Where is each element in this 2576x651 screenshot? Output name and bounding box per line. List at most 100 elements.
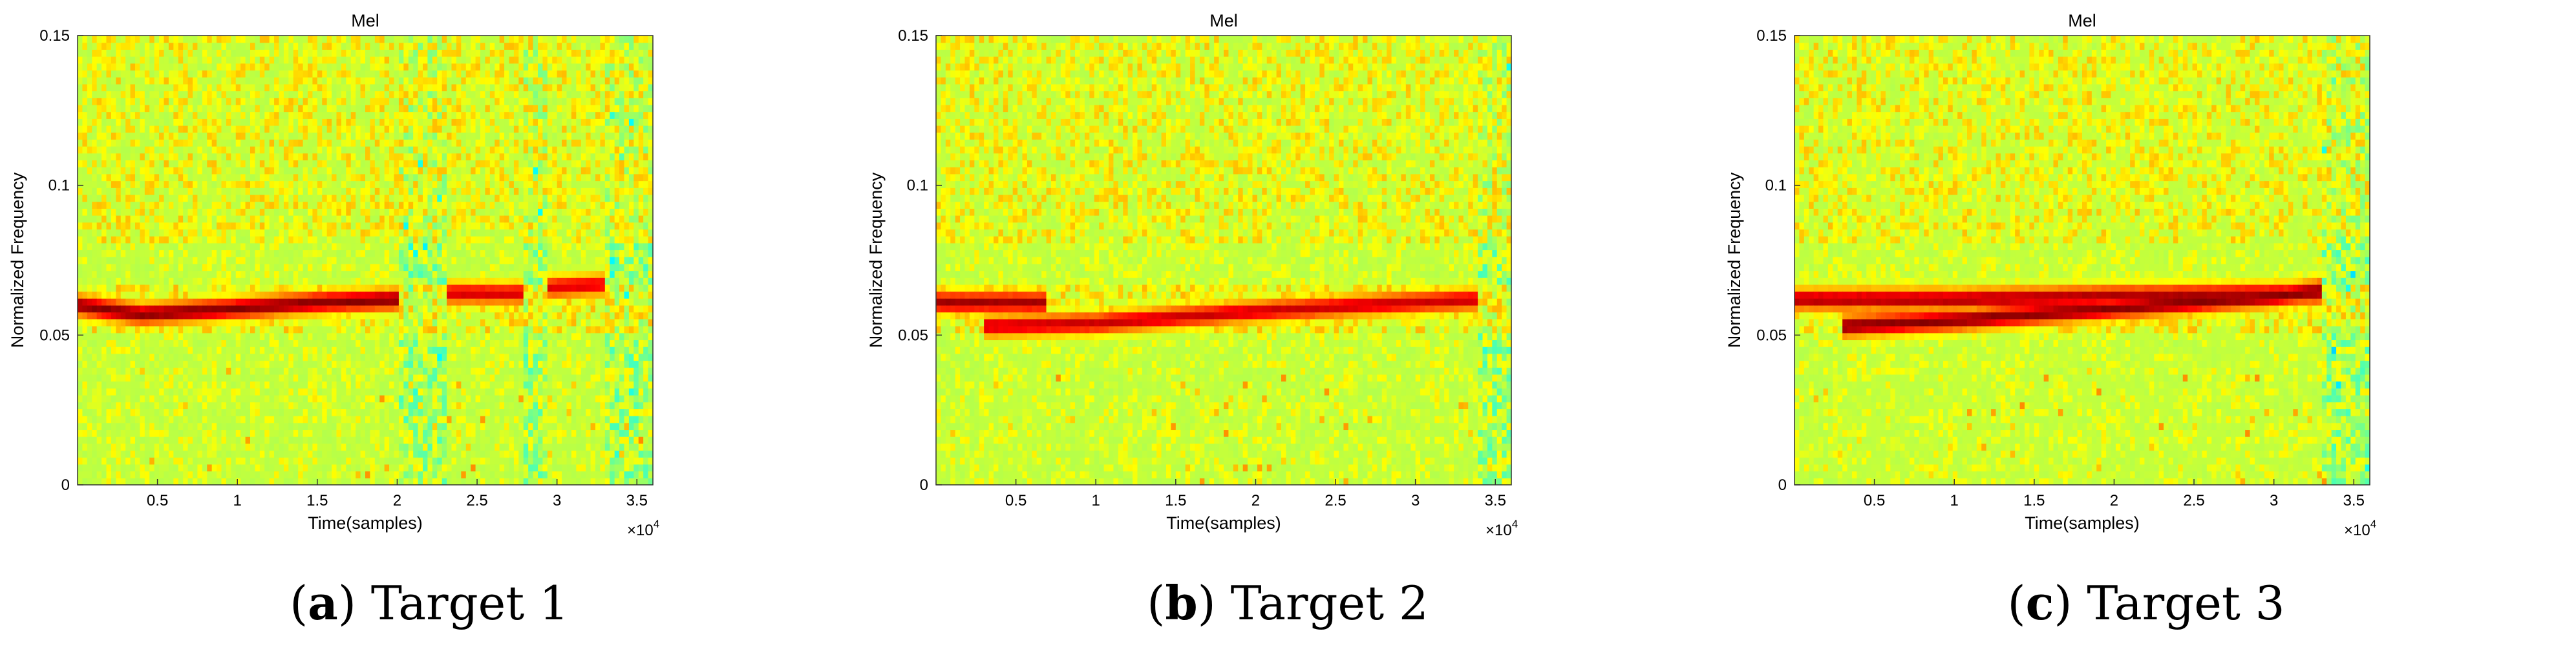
heatmap-cell — [389, 401, 395, 409]
heatmap-cell — [264, 63, 270, 71]
heatmap-cell — [135, 381, 141, 389]
heatmap-cell — [442, 312, 447, 319]
heatmap-cell — [288, 91, 294, 98]
heatmap-cell — [346, 457, 352, 465]
heatmap-cell — [111, 422, 116, 431]
heatmap-cell — [235, 388, 241, 396]
heatmap-cell — [360, 222, 366, 229]
heatmap-cell — [394, 222, 399, 229]
heatmap-cell — [350, 326, 356, 334]
heatmap-cell — [317, 257, 323, 264]
heatmap-cell — [398, 457, 404, 465]
heatmap-cell — [164, 173, 169, 182]
heatmap-cell — [350, 416, 356, 423]
heatmap-cell — [408, 229, 414, 237]
heatmap-cell — [111, 63, 116, 71]
heatmap-cell — [389, 381, 395, 389]
heatmap-cell — [135, 374, 141, 382]
heatmap-cell — [211, 91, 217, 98]
heatmap-cell — [211, 242, 217, 251]
heatmap-cell — [423, 284, 429, 292]
heatmap-cell — [82, 291, 88, 299]
heatmap-cell — [403, 167, 409, 175]
heatmap-cell — [269, 305, 275, 313]
heatmap-cell — [211, 42, 217, 50]
heatmap-cell — [164, 409, 169, 416]
heatmap-cell — [308, 173, 314, 182]
heatmap-cell — [231, 270, 237, 278]
heatmap-cell — [193, 208, 198, 216]
heatmap-cell — [432, 56, 438, 64]
heatmap-cell — [245, 422, 251, 431]
heatmap-cell — [259, 125, 265, 133]
heatmap-cell — [164, 305, 169, 313]
heatmap-cell — [231, 42, 237, 50]
heatmap-cell — [365, 416, 371, 423]
heatmap-cell — [211, 395, 217, 403]
heatmap-cell — [178, 229, 184, 237]
heatmap-cell — [322, 125, 328, 133]
heatmap-cell — [140, 360, 145, 368]
heatmap-cell — [235, 284, 241, 292]
heatmap-cell — [332, 111, 337, 119]
heatmap-cell — [303, 132, 308, 140]
heatmap-cell — [92, 111, 98, 119]
heatmap-cell — [370, 291, 376, 299]
heatmap-cell — [116, 125, 122, 133]
heatmap-cell — [221, 270, 227, 278]
heatmap-cell — [336, 153, 342, 161]
heatmap-cell — [437, 312, 443, 319]
heatmap-cell — [283, 56, 289, 64]
heatmap-cell — [187, 312, 193, 319]
heatmap-cell — [211, 208, 217, 216]
heatmap-cell — [111, 332, 116, 341]
heatmap-cell — [350, 77, 356, 85]
heatmap-cell — [389, 91, 395, 98]
heatmap-cell — [187, 208, 193, 216]
heatmap-cell — [356, 70, 361, 78]
heatmap-cell — [379, 146, 385, 154]
heatmap-cell — [427, 353, 433, 361]
heatmap-cell — [173, 132, 179, 140]
heatmap-cell — [365, 478, 371, 486]
heatmap-cell — [178, 464, 184, 472]
heatmap-cell — [183, 167, 189, 175]
heatmap-cell — [101, 277, 107, 285]
heatmap-cell — [221, 422, 227, 431]
heatmap-cell — [264, 360, 270, 368]
heatmap-cell — [413, 201, 419, 209]
heatmap-cell — [336, 118, 342, 126]
heatmap-cell — [432, 450, 438, 458]
heatmap-cell — [308, 353, 314, 361]
heatmap-cell — [346, 201, 352, 209]
heatmap-cell — [116, 395, 122, 403]
heatmap-cell — [173, 395, 179, 403]
heatmap-cell — [135, 277, 141, 285]
heatmap-cell — [288, 436, 294, 444]
heatmap-cell — [92, 409, 98, 416]
heatmap-cell — [413, 422, 419, 431]
heatmap-cell — [308, 42, 314, 50]
heatmap-cell — [288, 319, 294, 326]
heatmap-cell — [235, 153, 241, 161]
heatmap-cell — [130, 229, 136, 237]
heatmap-cell — [193, 242, 198, 251]
heatmap-cell — [82, 374, 88, 382]
heatmap-cell — [87, 422, 92, 431]
heatmap-cell — [259, 63, 265, 71]
heatmap-cell — [288, 409, 294, 416]
heatmap-cell — [168, 319, 174, 326]
heatmap-cell — [164, 319, 169, 326]
heatmap-cell — [217, 339, 222, 347]
heatmap-cell — [332, 339, 337, 347]
heatmap-cell — [78, 416, 83, 423]
heatmap-cell — [341, 436, 346, 444]
heatmap-cell — [356, 457, 361, 465]
heatmap-cell — [111, 83, 116, 92]
heatmap-cell — [164, 478, 169, 486]
heatmap-cell — [240, 443, 246, 451]
heatmap-cell — [283, 250, 289, 257]
heatmap-cell — [226, 201, 231, 209]
heatmap-cell — [356, 63, 361, 71]
heatmap-cell — [202, 139, 208, 147]
